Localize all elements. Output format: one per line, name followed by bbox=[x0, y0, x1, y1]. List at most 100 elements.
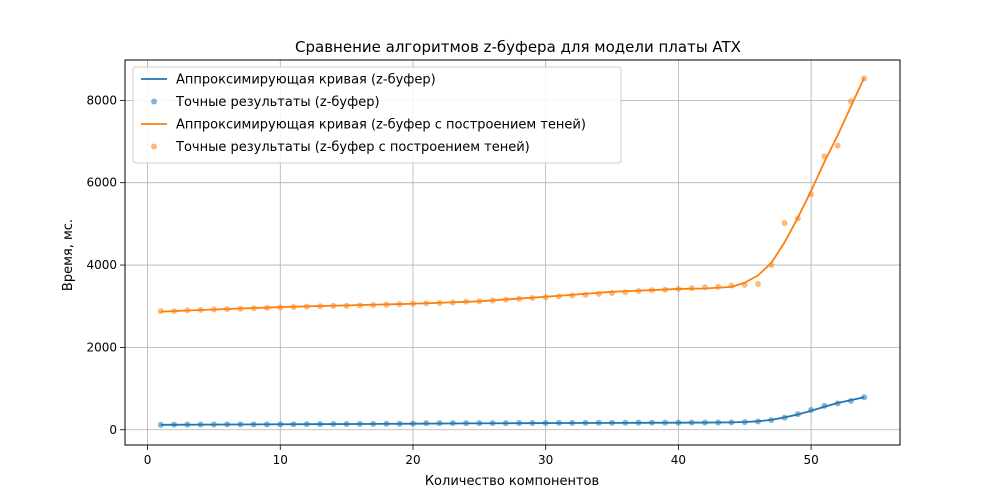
data-point-1 bbox=[476, 420, 483, 427]
y-tick-label: 8000 bbox=[86, 93, 117, 107]
data-point-3 bbox=[290, 304, 297, 311]
series-layer bbox=[157, 75, 868, 428]
legend-marker-swatch bbox=[151, 98, 157, 105]
x-axis-label: Количество компонентов bbox=[425, 474, 599, 489]
data-point-1 bbox=[516, 419, 523, 426]
data-point-3 bbox=[423, 300, 430, 307]
data-point-3 bbox=[781, 220, 788, 227]
legend-entry-label: Аппроксимирующая кривая (z-буфер) bbox=[176, 73, 436, 88]
data-point-3 bbox=[834, 142, 841, 149]
data-point-1 bbox=[210, 421, 217, 428]
data-point-1 bbox=[383, 420, 390, 427]
data-point-3 bbox=[409, 300, 416, 307]
data-point-1 bbox=[755, 418, 762, 425]
data-point-1 bbox=[622, 419, 629, 426]
data-point-1 bbox=[701, 419, 708, 426]
data-point-1 bbox=[317, 421, 324, 428]
legend-entry-label: Аппроксимирующая кривая (z-буфер с постр… bbox=[176, 118, 586, 133]
data-point-3 bbox=[768, 262, 775, 269]
x-tick-label: 20 bbox=[405, 453, 420, 467]
data-point-3 bbox=[635, 288, 642, 294]
data-point-1 bbox=[781, 414, 788, 421]
data-point-1 bbox=[861, 394, 868, 401]
data-point-3 bbox=[675, 285, 682, 292]
data-point-1 bbox=[184, 421, 191, 428]
data-point-1 bbox=[370, 420, 377, 427]
data-point-3 bbox=[569, 292, 576, 299]
data-point-1 bbox=[463, 420, 470, 427]
ticks: 0 10 20 30 40 50 0 2000 4000 6000 8000 bbox=[86, 93, 818, 467]
data-point-3 bbox=[210, 306, 217, 313]
data-point-1 bbox=[263, 421, 270, 428]
data-point-3 bbox=[542, 294, 549, 301]
data-point-1 bbox=[675, 419, 682, 426]
data-point-1 bbox=[157, 421, 164, 428]
data-point-3 bbox=[157, 308, 164, 315]
data-point-3 bbox=[715, 283, 722, 290]
data-point-3 bbox=[701, 284, 708, 291]
data-point-1 bbox=[197, 421, 204, 428]
data-point-3 bbox=[356, 302, 363, 309]
data-point-1 bbox=[834, 400, 841, 407]
data-point-1 bbox=[171, 421, 178, 428]
data-point-1 bbox=[728, 419, 735, 426]
data-point-3 bbox=[303, 303, 310, 310]
data-point-1 bbox=[715, 419, 722, 426]
data-point-1 bbox=[569, 419, 576, 426]
y-tick-label: 0 bbox=[109, 423, 117, 437]
data-point-3 bbox=[728, 282, 735, 289]
data-point-3 bbox=[595, 290, 602, 297]
data-point-3 bbox=[224, 306, 231, 313]
data-point-3 bbox=[250, 305, 257, 312]
data-point-3 bbox=[330, 302, 337, 309]
data-point-3 bbox=[794, 215, 801, 222]
data-point-1 bbox=[595, 419, 602, 426]
data-point-3 bbox=[436, 299, 443, 306]
data-point-3 bbox=[263, 304, 270, 311]
data-point-1 bbox=[662, 419, 669, 426]
data-point-3 bbox=[755, 281, 762, 287]
data-point-1 bbox=[768, 417, 775, 424]
data-point-3 bbox=[622, 289, 629, 296]
data-point-3 bbox=[861, 75, 868, 82]
data-point-1 bbox=[489, 420, 496, 427]
data-point-3 bbox=[516, 295, 523, 302]
legend-entry-label: Точные результаты (z-буфер с построением… bbox=[175, 140, 530, 155]
data-point-3 bbox=[317, 303, 324, 310]
data-point-3 bbox=[648, 287, 655, 294]
data-point-1 bbox=[423, 420, 430, 427]
legend: Аппроксимирующая кривая (z-буфер) Точные … bbox=[132, 66, 622, 164]
data-point-1 bbox=[609, 419, 616, 426]
data-point-1 bbox=[542, 419, 549, 426]
legend-entry-label: Точные результаты (z-буфер) bbox=[175, 95, 380, 110]
data-point-1 bbox=[529, 419, 536, 426]
data-point-3 bbox=[184, 307, 191, 314]
x-tick-label: 40 bbox=[671, 453, 686, 467]
data-point-1 bbox=[356, 420, 363, 427]
y-tick-label: 4000 bbox=[86, 258, 117, 272]
data-point-1 bbox=[808, 407, 815, 413]
data-point-3 bbox=[662, 286, 669, 293]
data-point-3 bbox=[343, 302, 350, 309]
data-point-3 bbox=[489, 297, 496, 304]
y-axis-label: Время, мс. bbox=[61, 219, 76, 291]
data-point-1 bbox=[688, 419, 695, 426]
data-point-1 bbox=[409, 420, 416, 427]
data-point-1 bbox=[224, 421, 231, 428]
chart-title: Сравнение алгоритмов z-буфера для модели… bbox=[295, 38, 741, 56]
data-point-3 bbox=[476, 298, 483, 305]
data-point-3 bbox=[688, 285, 695, 292]
data-point-1 bbox=[449, 420, 456, 427]
data-point-3 bbox=[741, 281, 748, 288]
data-point-3 bbox=[529, 295, 536, 301]
data-point-1 bbox=[330, 421, 337, 427]
data-point-3 bbox=[383, 301, 390, 308]
data-point-1 bbox=[582, 419, 589, 426]
data-point-3 bbox=[449, 299, 456, 306]
data-point-1 bbox=[250, 421, 257, 428]
data-point-1 bbox=[436, 420, 443, 427]
x-tick-label: 30 bbox=[538, 453, 553, 467]
data-point-3 bbox=[609, 290, 616, 297]
legend-box bbox=[132, 66, 622, 164]
